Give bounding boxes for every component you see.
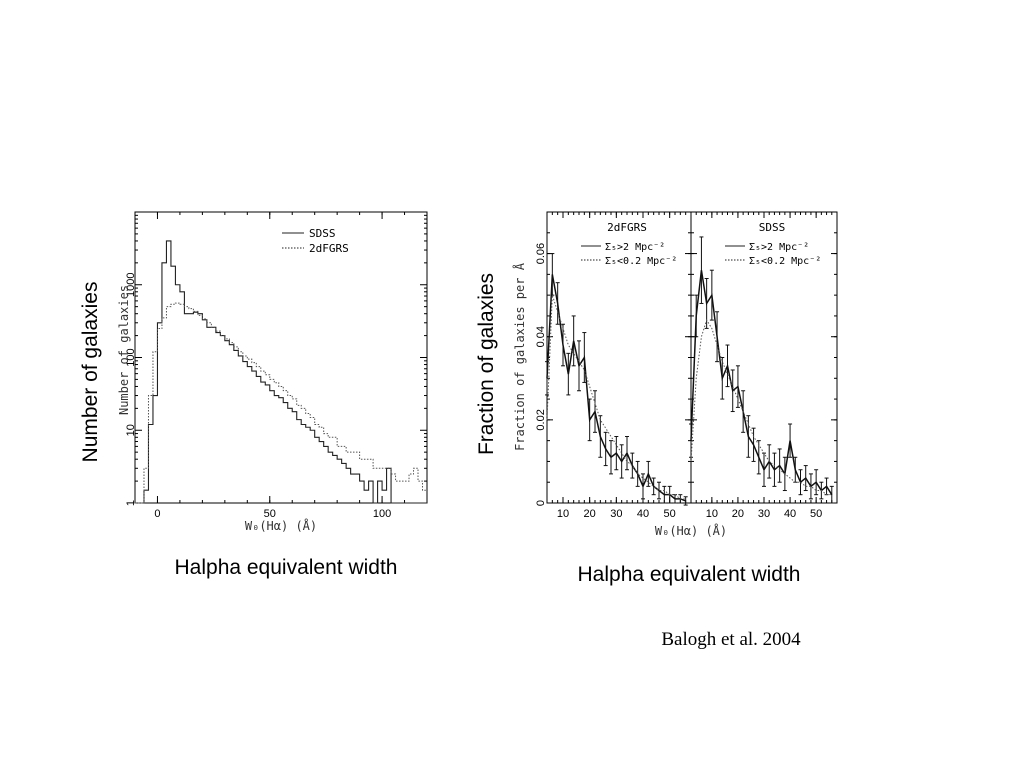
fraction-panels: 10 20 30 40 50 0 0.02 0.04 0.06 2dFGRS Σ₅>2 Mpc⁻² Σ…	[512, 211, 838, 538]
frac-xtick-label: 40	[637, 508, 649, 520]
frac-legend-label: Σ₅<0.2 Mpc⁻²	[749, 256, 821, 267]
frac-xtick-label: 10	[557, 508, 569, 520]
frac-xtick-label: 10	[706, 508, 718, 520]
hist-xtick-label: 50	[264, 508, 276, 520]
hist-inner-ylabel: Number of galaxies	[117, 285, 131, 415]
frac-ytick-label: 0.04	[535, 326, 547, 347]
hist-series-2dfgrs	[135, 302, 427, 504]
frac-legend-label: Σ₅>2 Mpc⁻²	[605, 242, 665, 253]
panel-2dfgrs: 10 20 30 40 50 0 0.02 0.04 0.06 2dFGRS Σ₅>2 Mpc⁻² Σ…	[512, 211, 692, 520]
frac-xtick-label: 50	[810, 508, 822, 520]
hist-series-sdss	[135, 240, 427, 504]
hist-ytick-label: 100	[125, 348, 137, 366]
frac-inner-xlabel: W₀(Hα) (Å)	[655, 523, 727, 538]
frac-series-sparse	[690, 318, 832, 496]
frac-inner-ylabel: Fraction of galaxies per Å	[512, 262, 527, 451]
frac-legend-label: Σ₅<0.2 Mpc⁻²	[605, 256, 677, 267]
frac-xtick-label: 30	[758, 508, 770, 520]
frac-panel-title: SDSS	[759, 221, 786, 234]
panel-sdss: 10 20 30 40 50 SDSS Σ₅>2 Mpc⁻² Σ₅<0.2 Mpc⁻²	[689, 211, 838, 520]
frac-legend-label: Σ₅>2 Mpc⁻²	[749, 242, 809, 253]
hist-inner-xlabel: W₀(Hα) (Å)	[245, 518, 317, 533]
left-xlabel: Halpha equivalent width	[175, 556, 398, 579]
hist-legend-label: 2dFGRS	[309, 242, 349, 255]
hist-frame	[134, 211, 428, 504]
hist-ytick-label: 1000	[125, 273, 137, 297]
frac-xtick-label: 20	[732, 508, 744, 520]
hist-xtick-label: 0	[154, 508, 160, 520]
frac-series-dense	[690, 270, 833, 496]
frac-ytick-label: 0	[535, 500, 547, 506]
hist-xtick-label: 100	[373, 508, 391, 520]
frac-ytick-label: 0.02	[535, 409, 547, 430]
right-xlabel: Halpha equivalent width	[578, 563, 801, 586]
hist-ytick-label: 1	[125, 500, 137, 506]
frac-xtick-label: 30	[610, 508, 622, 520]
citation: Balogh et al. 2004	[661, 629, 801, 650]
frac-xtick-label: 50	[664, 508, 676, 520]
frac-xtick-label: 20	[584, 508, 596, 520]
frac-ytick-label: 0.06	[535, 243, 547, 264]
frac-xtick-label: 40	[784, 508, 796, 520]
frac-panel-title: 2dFGRS	[607, 221, 647, 234]
hist-ytick-label: 10	[125, 424, 137, 436]
hist-legend-label: SDSS	[309, 227, 336, 240]
left-ylabel: Number of galaxies	[79, 282, 102, 463]
right-ylabel: Fraction of galaxies	[475, 273, 498, 455]
